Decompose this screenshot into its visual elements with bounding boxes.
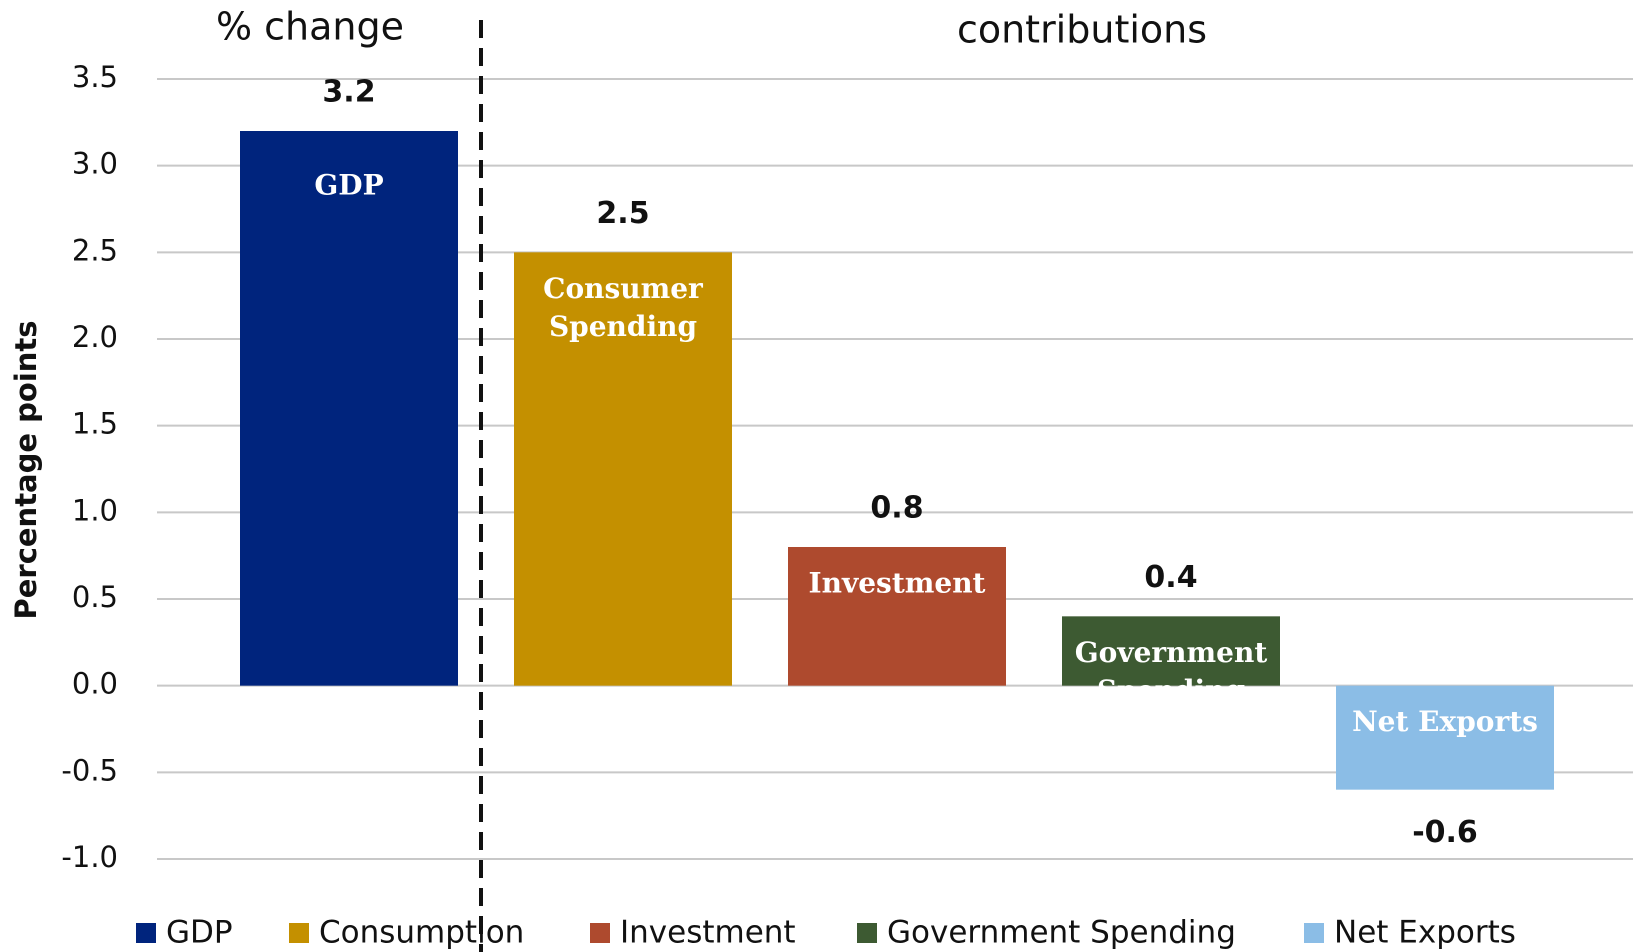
y-tick-label: -0.5 <box>61 753 118 787</box>
bar-label: Government <box>1075 636 1268 669</box>
bar <box>788 547 1006 686</box>
y-tick-label: 3.0 <box>72 147 118 181</box>
legend-label: Consumption <box>319 915 524 951</box>
legend-label: Net Exports <box>1334 915 1516 951</box>
bar <box>1336 685 1554 790</box>
header-left: % change <box>216 5 404 49</box>
y-tick-label: -1.0 <box>61 840 118 874</box>
bar-label: Spending <box>549 310 697 343</box>
legend-label: Government Spending <box>887 915 1236 951</box>
legend-swatch <box>857 923 877 943</box>
bar-label: Consumer <box>543 272 704 305</box>
legend-swatch <box>136 923 156 943</box>
bar-label: Investment <box>809 567 986 600</box>
value-label: 0.4 <box>1144 560 1197 595</box>
legend-label: GDP <box>166 915 233 951</box>
y-tick-label: 0.5 <box>72 580 118 614</box>
legend-swatch <box>590 923 610 943</box>
legend-swatch <box>1304 923 1324 943</box>
bar <box>240 131 458 686</box>
y-tick-label: 1.0 <box>72 493 118 527</box>
bar-label: Net Exports <box>1352 705 1538 738</box>
y-tick-label: 2.0 <box>72 320 118 354</box>
y-tick-label: 1.5 <box>72 407 118 441</box>
y-tick-label: 2.5 <box>72 233 118 267</box>
y-tick-label: 3.5 <box>72 60 118 94</box>
bar <box>1062 616 1280 686</box>
bar-label: Spending <box>1097 674 1245 707</box>
legend-swatch <box>289 923 309 943</box>
value-label: 3.2 <box>322 75 375 110</box>
y-axis-label: Percentage points <box>9 320 43 619</box>
y-tick-label: 0.0 <box>72 667 118 701</box>
bar <box>514 252 732 686</box>
legend-label: Investment <box>620 915 796 951</box>
value-label: 0.8 <box>870 491 923 526</box>
value-label: -0.6 <box>1412 815 1478 850</box>
header-right: contributions <box>957 8 1207 52</box>
bar-label: GDP <box>314 169 383 202</box>
value-label: 2.5 <box>596 196 649 231</box>
